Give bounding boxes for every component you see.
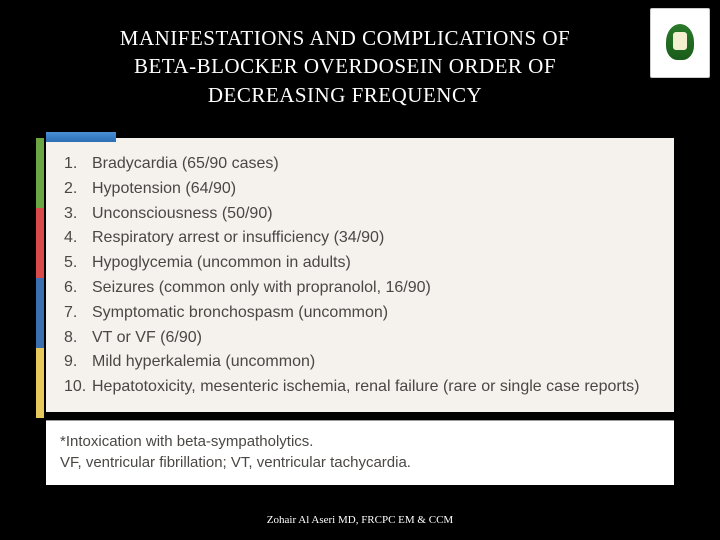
title-line-3: DECREASING FREQUENCY [208, 83, 482, 107]
strip-yellow [36, 348, 44, 418]
list-item: VT or VF (6/90) [64, 326, 656, 351]
footnote-line-1: *Intoxication with beta-sympatholytics. [60, 431, 660, 452]
list-item: Hypoglycemia (uncommon in adults) [64, 251, 656, 276]
title-line-2: BETA-BLOCKER OVERDOSEIN ORDER OF [134, 54, 556, 78]
university-logo [650, 8, 710, 78]
slide-title: MANIFESTATIONS AND COMPLICATIONS OF BETA… [90, 24, 600, 109]
list-item: Unconsciousness (50/90) [64, 202, 656, 227]
list-item: Hypotension (64/90) [64, 177, 656, 202]
title-line-1: MANIFESTATIONS AND COMPLICATIONS OF [120, 26, 570, 50]
list-item: Hepatotoxicity, mesenteric ischemia, ren… [64, 375, 656, 400]
footnote-line-2: VF, ventricular fibrillation; VT, ventri… [60, 452, 660, 473]
blue-tab-accent [46, 132, 116, 142]
list-item: Mild hyperkalemia (uncommon) [64, 350, 656, 375]
logo-emblem-icon [666, 24, 694, 60]
list-item: Respiratory arrest or insufficiency (34/… [64, 226, 656, 251]
strip-blue [36, 278, 44, 348]
title-text: MANIFESTATIONS AND COMPLICATIONS OF BETA… [90, 24, 600, 109]
list-item: Seizures (common only with propranolol, … [64, 276, 656, 301]
author-credit: Zohair Al Aseri MD, FRCPC EM & CCM [0, 514, 720, 526]
list-item: Bradycardia (65/90 cases) [64, 152, 656, 177]
strip-red [36, 208, 44, 278]
strip-green [36, 138, 44, 208]
manifestations-list-panel: Bradycardia (65/90 cases) Hypotension (6… [46, 138, 674, 412]
accent-color-strip [36, 138, 44, 418]
footnote-panel: *Intoxication with beta-sympatholytics. … [46, 420, 674, 485]
slide: MANIFESTATIONS AND COMPLICATIONS OF BETA… [0, 0, 720, 540]
list-item: Symptomatic bronchospasm (uncommon) [64, 301, 656, 326]
manifestations-list: Bradycardia (65/90 cases) Hypotension (6… [64, 152, 656, 400]
